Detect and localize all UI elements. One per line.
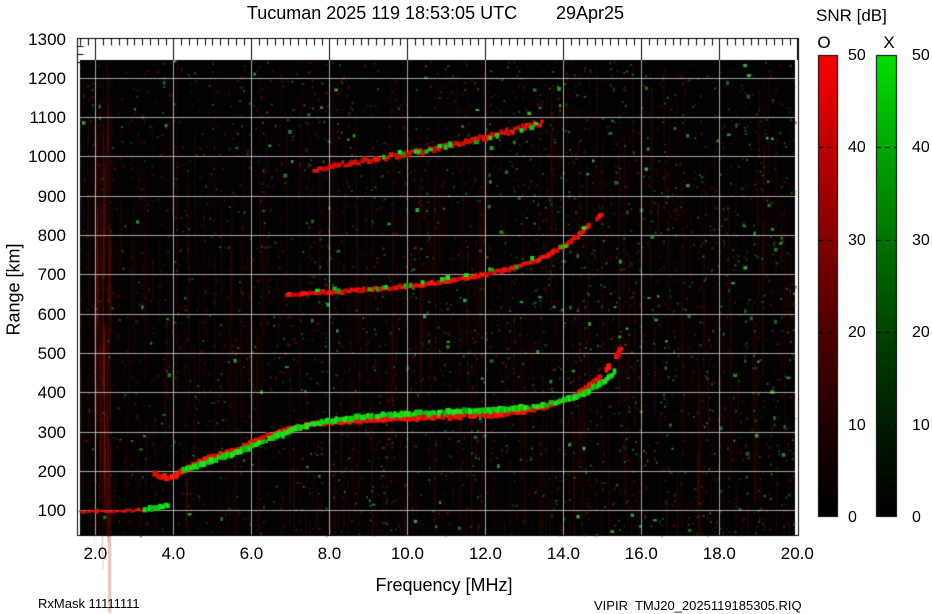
colorbar-o-tick-label: 0: [848, 509, 857, 526]
page-date: 29Apr25: [556, 3, 625, 23]
colorbar-x-tick-label: 10: [912, 416, 930, 434]
colorbar-x-tick-label: 20: [912, 324, 930, 342]
colorbar-o-tick-label: 20: [848, 324, 866, 342]
y-axis-tick-label: 700: [37, 265, 66, 285]
colorbar-x-tick-label: 50: [912, 47, 930, 64]
rx-mask-label: RxMask 11111111: [38, 596, 140, 611]
y-axis-tick-label: 800: [37, 226, 66, 246]
x-axis-tick-label: 18.0: [702, 544, 736, 563]
x-axis-tick-label: 10.0: [390, 544, 424, 563]
colorbar-x-tick-label: 0: [912, 509, 921, 526]
y-axis-tick-label: 400: [37, 383, 66, 403]
x-axis-title: Frequency [MHz]: [375, 575, 513, 595]
colorbar-o-tick-label: 30: [848, 231, 866, 249]
y-axis-tick-label: 100: [37, 501, 66, 521]
x-axis-tick-label: 4.0: [161, 544, 186, 563]
colorbar-o-label: O: [817, 33, 831, 52]
x-axis-tick-label: 2.0: [83, 544, 108, 563]
x-axis-tick-label: 14.0: [546, 544, 580, 563]
colorbar-o-tick-label: 40: [848, 139, 866, 157]
y-axis-tick-label: 1100: [29, 108, 66, 128]
y-axis-tick-label: 1300: [28, 29, 66, 49]
data-file-label: VIPIR TMJ20_2025119185305.RIQ: [594, 598, 802, 613]
x-axis-tick-label: 12.0: [468, 544, 502, 563]
y-axis-tick-label: 1200: [28, 68, 66, 88]
y-axis-tick-label: 900: [37, 186, 66, 206]
x-axis-tick-label: 6.0: [239, 544, 264, 563]
y-axis-tick-label: 500: [37, 344, 66, 364]
y-axis-tick-label: 1000: [28, 147, 66, 167]
colorbar-o-tick-label: 10: [848, 416, 866, 434]
y-axis-tick-label: 600: [37, 304, 66, 324]
colorbar-title: SNR [dB]: [816, 6, 887, 25]
x-axis-tick-label: 8.0: [317, 544, 342, 563]
y-axis-title: Range [km]: [3, 243, 24, 336]
colorbar-x-tick-label: 30: [912, 231, 930, 249]
x-axis-tick-label: 16.0: [624, 544, 658, 563]
y-axis-tick-label: 200: [37, 462, 66, 482]
x-axis-tick-label: 20.0: [780, 544, 814, 563]
y-axis-tick-label: 300: [37, 422, 66, 442]
colorbar-x-tick-label: 40: [912, 139, 930, 157]
colorbar-o-tick-label: 50: [848, 47, 866, 64]
page-title: Tucuman 2025 119 18:53:05 UTC: [246, 3, 518, 23]
colorbar-x-label: X: [883, 33, 895, 52]
